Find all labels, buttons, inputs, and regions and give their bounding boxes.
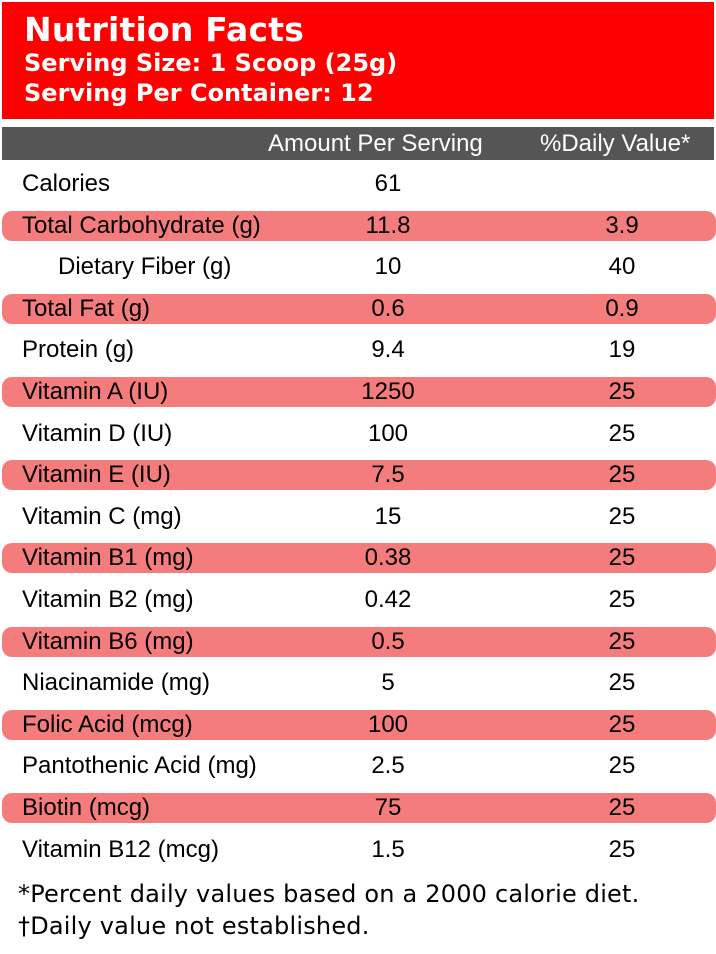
table-row: Protein (g) 9.4 19 bbox=[0, 330, 716, 372]
nutrient-name: Vitamin C (mg) bbox=[22, 502, 182, 530]
nutrient-name: Vitamin B2 (mg) bbox=[22, 585, 194, 613]
footnote-daily-values: *Percent daily values based on a 2000 ca… bbox=[18, 880, 640, 908]
nutrient-amount: 1250 bbox=[361, 377, 415, 405]
nutrient-amount: 0.6 bbox=[371, 294, 405, 322]
table-row: Niacinamide (mg) 5 25 bbox=[0, 663, 716, 705]
table-row: Biotin (mcg) 75 25 bbox=[0, 788, 716, 830]
nutrient-amount: 1.5 bbox=[371, 835, 405, 863]
table-row: Vitamin E (IU) 7.5 25 bbox=[0, 455, 716, 497]
nutrient-amount: 5 bbox=[381, 669, 395, 697]
nutrient-amount: 10 bbox=[374, 253, 402, 281]
nutrient-daily-value: 25 bbox=[608, 377, 636, 405]
servings-per-container: Serving Per Container: 12 bbox=[24, 79, 374, 107]
table-row: Vitamin B6 (mg) 0.5 25 bbox=[0, 622, 716, 664]
nutrient-amount: 9.4 bbox=[371, 336, 405, 364]
nutrient-name: Biotin (mcg) bbox=[22, 793, 151, 821]
nutrient-name: Total Carbohydrate (g) bbox=[22, 211, 261, 239]
footnotes: *Percent daily values based on a 2000 ca… bbox=[18, 878, 639, 942]
nutrient-daily-value: 25 bbox=[608, 585, 636, 613]
table-row: Total Carbohydrate (g) 11.8 3.9 bbox=[0, 206, 716, 248]
nutrient-amount: 61 bbox=[374, 170, 402, 197]
nutrient-daily-value: 25 bbox=[608, 752, 636, 780]
nutrient-name: Vitamin A (IU) bbox=[22, 377, 169, 405]
column-amount-per-serving: Amount Per Serving bbox=[268, 130, 483, 157]
column-header: Amount Per Serving %Daily Value* bbox=[2, 127, 714, 160]
nutrient-name: Niacinamide (mg) bbox=[22, 669, 211, 697]
serving-size: Serving Size: 1 Scoop (25g) bbox=[24, 49, 398, 77]
nutrient-name: Dietary Fiber (g) bbox=[58, 253, 232, 281]
nutrient-name: Pantothenic Acid (mg) bbox=[22, 752, 257, 780]
nutrient-daily-value: 25 bbox=[608, 627, 636, 655]
table-row: Vitamin B12 (mcg) 1.5 25 bbox=[0, 830, 716, 872]
table-row: Vitamin A (IU) 1250 25 bbox=[0, 372, 716, 414]
nutrient-daily-value: 25 bbox=[608, 461, 636, 489]
nutrient-daily-value: 25 bbox=[608, 669, 636, 697]
nutrient-table: Calories 61 Total Carbohydrate (g) 11.8 3.9 D… bbox=[0, 164, 716, 871]
nutrient-amount: 2.5 bbox=[371, 752, 405, 780]
table-row: Vitamin B1 (mg) 0.38 25 bbox=[0, 538, 716, 580]
table-row: Vitamin D (IU) 100 25 bbox=[0, 414, 716, 456]
nutrient-name: Folic Acid (mcg) bbox=[22, 710, 193, 738]
nutrient-daily-value: 25 bbox=[608, 419, 636, 447]
nutrient-daily-value: 25 bbox=[608, 544, 636, 572]
nutrient-daily-value: 0.9 bbox=[605, 294, 639, 322]
table-row: Total Fat (g) 0.6 0.9 bbox=[0, 289, 716, 331]
nutrient-amount: 0.42 bbox=[364, 585, 412, 613]
table-row: Calories 61 bbox=[0, 164, 716, 206]
nutrient-daily-value: 25 bbox=[608, 710, 636, 738]
nutrient-daily-value: 25 bbox=[608, 793, 636, 821]
nutrient-amount: 75 bbox=[374, 793, 402, 821]
nutrient-amount: 0.38 bbox=[364, 544, 412, 572]
table-row: Vitamin B2 (mg) 0.42 25 bbox=[0, 580, 716, 622]
footnote-not-established: †Daily value not established. bbox=[18, 912, 370, 940]
table-row: Vitamin C (mg) 15 25 bbox=[0, 497, 716, 539]
nutrient-amount: 7.5 bbox=[371, 461, 405, 489]
nutrient-amount: 100 bbox=[367, 710, 409, 738]
nutrient-name: Vitamin B12 (mcg) bbox=[22, 835, 219, 863]
nutrient-amount: 100 bbox=[367, 419, 409, 447]
nutrient-name: Total Fat (g) bbox=[22, 294, 151, 322]
nutrient-amount: 11.8 bbox=[365, 211, 411, 239]
nutrient-daily-value: 3.9 bbox=[605, 211, 639, 239]
nutrient-name: Vitamin E (IU) bbox=[22, 461, 171, 489]
column-daily-value: %Daily Value* bbox=[540, 130, 691, 157]
table-row: Folic Acid (mcg) 100 25 bbox=[0, 705, 716, 747]
nutrient-amount: 0.5 bbox=[371, 627, 405, 655]
nutrient-daily-value: 25 bbox=[608, 502, 636, 530]
nutrient-name: Vitamin B1 (mg) bbox=[22, 544, 194, 572]
page-title: Nutrition Facts bbox=[24, 10, 305, 49]
nutrition-header: Nutrition Facts Serving Size: 1 Scoop (2… bbox=[2, 2, 714, 119]
table-row: Dietary Fiber (g) 10 40 bbox=[0, 247, 716, 289]
nutrient-daily-value: 19 bbox=[608, 336, 636, 364]
nutrient-daily-value: 25 bbox=[608, 835, 636, 863]
nutrient-name: Vitamin D (IU) bbox=[22, 419, 173, 447]
nutrient-name: Calories bbox=[22, 170, 111, 197]
nutrient-name: Protein (g) bbox=[22, 336, 135, 364]
table-row: Pantothenic Acid (mg) 2.5 25 bbox=[0, 746, 716, 788]
nutrient-daily-value: 40 bbox=[608, 253, 636, 281]
nutrient-name: Vitamin B6 (mg) bbox=[22, 627, 194, 655]
nutrient-amount: 15 bbox=[374, 502, 402, 530]
